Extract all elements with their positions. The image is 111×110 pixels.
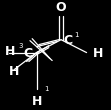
Text: 1: 1: [44, 86, 49, 92]
Text: H: H: [31, 95, 42, 108]
Text: H: H: [4, 45, 15, 58]
Text: 3: 3: [19, 43, 23, 49]
Text: C: C: [23, 47, 32, 60]
Text: 1: 1: [74, 32, 79, 38]
Text: H: H: [9, 65, 19, 78]
Text: H: H: [93, 47, 104, 60]
Text: O: O: [56, 1, 66, 14]
Text: C: C: [63, 34, 72, 47]
